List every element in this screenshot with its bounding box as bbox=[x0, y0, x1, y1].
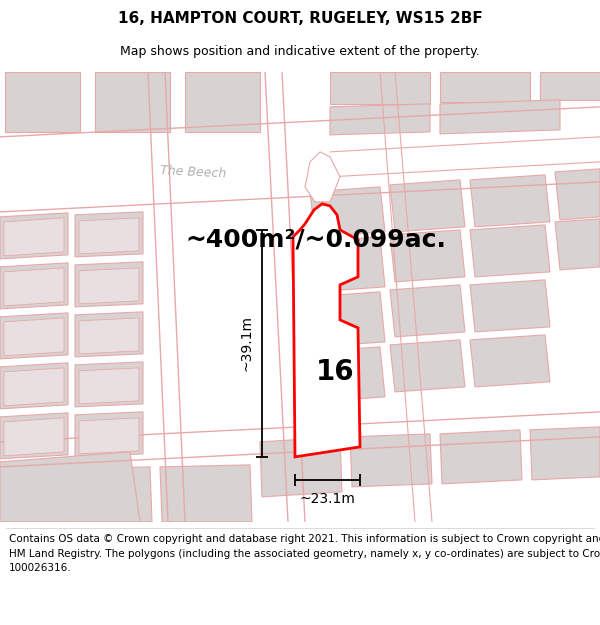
Polygon shape bbox=[0, 413, 68, 459]
Text: ~39.1m: ~39.1m bbox=[239, 316, 253, 371]
Polygon shape bbox=[148, 72, 185, 522]
Polygon shape bbox=[4, 368, 64, 406]
Polygon shape bbox=[305, 152, 340, 202]
Polygon shape bbox=[4, 218, 64, 256]
Polygon shape bbox=[75, 412, 143, 457]
Polygon shape bbox=[75, 262, 143, 307]
Polygon shape bbox=[540, 72, 600, 100]
Polygon shape bbox=[330, 104, 430, 135]
Text: Contains OS data © Crown copyright and database right 2021. This information is : Contains OS data © Crown copyright and d… bbox=[9, 534, 600, 573]
Polygon shape bbox=[350, 434, 432, 487]
Polygon shape bbox=[0, 213, 68, 259]
Polygon shape bbox=[265, 72, 305, 522]
Polygon shape bbox=[440, 430, 522, 484]
Polygon shape bbox=[390, 230, 465, 282]
Polygon shape bbox=[390, 340, 465, 392]
Polygon shape bbox=[310, 347, 385, 402]
Polygon shape bbox=[310, 237, 385, 292]
Polygon shape bbox=[310, 292, 385, 347]
Polygon shape bbox=[390, 285, 465, 337]
Polygon shape bbox=[390, 180, 465, 232]
Polygon shape bbox=[0, 470, 72, 522]
Polygon shape bbox=[440, 100, 560, 134]
Polygon shape bbox=[185, 72, 260, 132]
Polygon shape bbox=[0, 107, 600, 212]
Text: Map shows position and indicative extent of the property.: Map shows position and indicative extent… bbox=[120, 45, 480, 58]
Polygon shape bbox=[0, 363, 68, 409]
Polygon shape bbox=[79, 368, 139, 404]
Polygon shape bbox=[555, 219, 600, 270]
Polygon shape bbox=[470, 225, 550, 277]
Polygon shape bbox=[95, 72, 170, 132]
Polygon shape bbox=[530, 427, 600, 480]
Polygon shape bbox=[4, 268, 64, 306]
Polygon shape bbox=[470, 175, 550, 227]
Text: 16: 16 bbox=[316, 358, 355, 386]
Polygon shape bbox=[310, 187, 385, 237]
Polygon shape bbox=[260, 437, 342, 497]
Text: 16, HAMPTON COURT, RUGELEY, WS15 2BF: 16, HAMPTON COURT, RUGELEY, WS15 2BF bbox=[118, 11, 482, 26]
Polygon shape bbox=[80, 467, 152, 522]
Polygon shape bbox=[330, 137, 600, 177]
Polygon shape bbox=[4, 318, 64, 356]
Polygon shape bbox=[293, 204, 360, 457]
Polygon shape bbox=[75, 312, 143, 357]
Polygon shape bbox=[75, 212, 143, 257]
Text: ~23.1m: ~23.1m bbox=[299, 492, 355, 506]
Polygon shape bbox=[0, 313, 68, 359]
Polygon shape bbox=[79, 218, 139, 254]
Polygon shape bbox=[0, 452, 140, 522]
Polygon shape bbox=[160, 465, 252, 522]
Polygon shape bbox=[330, 72, 430, 104]
Polygon shape bbox=[0, 412, 600, 467]
Polygon shape bbox=[555, 169, 600, 220]
Polygon shape bbox=[470, 280, 550, 332]
Polygon shape bbox=[79, 318, 139, 354]
Polygon shape bbox=[0, 263, 68, 309]
Text: The Beech: The Beech bbox=[160, 164, 227, 180]
Polygon shape bbox=[75, 362, 143, 407]
Polygon shape bbox=[470, 335, 550, 387]
Text: ~400m²/~0.099ac.: ~400m²/~0.099ac. bbox=[185, 228, 446, 252]
Polygon shape bbox=[79, 418, 139, 454]
Polygon shape bbox=[440, 72, 530, 102]
Polygon shape bbox=[5, 72, 80, 132]
Polygon shape bbox=[79, 268, 139, 304]
Polygon shape bbox=[4, 418, 64, 456]
